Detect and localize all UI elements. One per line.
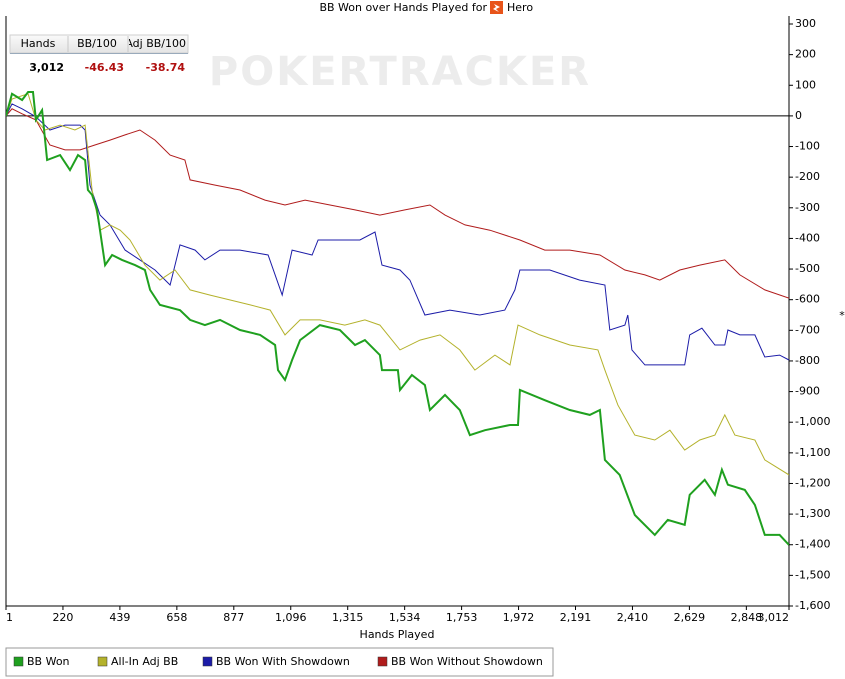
legend-swatch <box>377 656 388 667</box>
y-tick-label: -300 <box>795 201 820 214</box>
player-name: Hero <box>507 1 533 14</box>
player-icon-glyph <box>493 4 500 12</box>
stats-value: 3,012 <box>29 61 64 74</box>
plot-area <box>6 91 789 546</box>
chart-title: BB Won over Hands Played for <box>319 1 487 14</box>
series-line <box>6 91 789 546</box>
legend-swatch <box>97 656 108 667</box>
y-tick-label: 0 <box>795 109 802 122</box>
y-tick-label: -100 <box>795 140 820 153</box>
y-tick-label: -900 <box>795 385 820 398</box>
x-tick-label: 1,315 <box>332 611 364 624</box>
legend-label: BB Won With Showdown <box>216 655 350 668</box>
stats-header: BB/100 <box>77 37 117 50</box>
series-line <box>6 103 789 366</box>
stats-header: All-In Adj BB/100 <box>94 37 186 50</box>
x-tick-label: 1,096 <box>275 611 307 624</box>
y-axis-label: * <box>839 309 845 322</box>
y-tick-label: -600 <box>795 293 820 306</box>
legend <box>5 647 554 677</box>
legend-label: BB Won Without Showdown <box>391 655 543 668</box>
y-tick-label: -1,200 <box>795 476 830 489</box>
y-tick-label: -1,500 <box>795 568 830 581</box>
legend-swatch <box>13 656 24 667</box>
y-tick-label: -400 <box>795 231 820 244</box>
x-axis-label: Hands Played <box>360 628 435 641</box>
y-tick-label: 100 <box>795 78 816 91</box>
y-tick-label: -1,600 <box>795 599 830 612</box>
y-tick-label: -800 <box>795 354 820 367</box>
x-tick-label: 2,629 <box>674 611 706 624</box>
y-tick-label: 200 <box>795 48 816 61</box>
x-tick-label: 1,753 <box>446 611 478 624</box>
x-tick-label: 2,191 <box>560 611 592 624</box>
x-tick-label: 2,848 <box>731 611 763 624</box>
x-tick-label: 1,972 <box>503 611 535 624</box>
stats-rule <box>10 53 188 54</box>
stats-value: -38.74 <box>146 61 186 74</box>
y-tick-label: -1,400 <box>795 538 830 551</box>
stats-value: -46.43 <box>85 61 124 74</box>
x-tick-label: 877 <box>223 611 244 624</box>
series-line <box>6 93 789 476</box>
x-tick-label: 439 <box>109 611 130 624</box>
y-tick-label: -700 <box>795 323 820 336</box>
y-tick-label: -1,300 <box>795 507 830 520</box>
x-tick-label: 2,410 <box>617 611 649 624</box>
y-tick-label: -500 <box>795 262 820 275</box>
x-tick-label: 220 <box>52 611 73 624</box>
stats-table: Hands BB/100 All-In Adj BB/100 3,012 -46… <box>9 34 189 74</box>
legend-swatch <box>202 656 213 667</box>
x-tick-label: 658 <box>166 611 187 624</box>
legend-label: All-In Adj BB <box>111 655 178 668</box>
x-tick-label: 1,534 <box>389 611 421 624</box>
y-tick-label: 300 <box>795 17 816 30</box>
series-line <box>6 108 789 299</box>
y-tick-label: -1,100 <box>795 446 830 459</box>
y-tick-label: -200 <box>795 170 820 183</box>
stats-header: Hands <box>21 37 56 50</box>
legend-label: BB Won <box>27 655 70 668</box>
x-tick-label: 1 <box>6 611 13 624</box>
x-tick-label: 3,012 <box>758 611 790 624</box>
watermark: POKERTRACKER <box>209 49 591 95</box>
y-tick-label: -1,000 <box>795 415 830 428</box>
